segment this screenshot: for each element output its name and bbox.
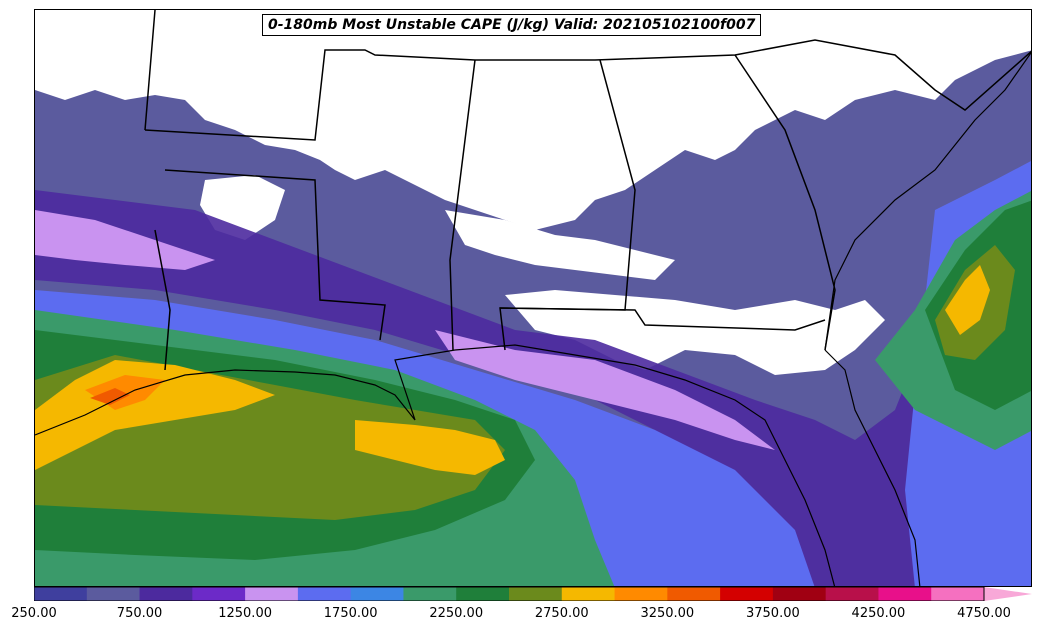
colorbar-segment bbox=[403, 587, 457, 601]
cape-map bbox=[35, 10, 1031, 586]
colorbar-tick-label: 750.00 bbox=[116, 606, 163, 621]
colorbar-segment bbox=[561, 587, 616, 601]
state-borders bbox=[144, 10, 1031, 371]
colorbar-segment bbox=[720, 587, 774, 601]
colorbar-segment bbox=[509, 587, 563, 601]
colorbar-segment bbox=[931, 587, 985, 601]
border-line-1 bbox=[144, 10, 156, 131]
colorbar-tick-label: 4250.00 bbox=[851, 606, 906, 621]
colorbar-outline bbox=[34, 587, 985, 601]
border-line-6 bbox=[734, 54, 836, 351]
cape-core-yellow-east bbox=[945, 265, 990, 335]
map-panel bbox=[34, 9, 1032, 587]
cape-core-yellow-central bbox=[355, 420, 505, 475]
border-line-7 bbox=[499, 307, 826, 331]
coastline-florida-east bbox=[824, 349, 921, 586]
colorbar-tick-label: 3250.00 bbox=[640, 606, 695, 621]
colorbar-tick-label: 1250.00 bbox=[218, 606, 272, 621]
colorbar-tick-label: 250.00 bbox=[11, 606, 57, 621]
colorbar-segment bbox=[192, 587, 246, 601]
colorbar-tick-label: 1750.00 bbox=[323, 606, 378, 621]
colorbar-segment bbox=[350, 587, 404, 601]
map-title: 0-180mb Most Unstable CAPE (J/kg) Valid:… bbox=[262, 14, 762, 36]
coastline-gulf bbox=[35, 344, 836, 586]
cape-core-redorange-west bbox=[90, 388, 130, 405]
colorbar-segment bbox=[614, 587, 668, 601]
unshaded-region-north bbox=[35, 10, 1031, 230]
colorbar-extension bbox=[984, 587, 1032, 601]
colorbar bbox=[34, 587, 1032, 601]
cape-band-lilac-2 bbox=[435, 330, 775, 450]
unshaded-patch-ms bbox=[445, 210, 675, 280]
colorbar-segment bbox=[456, 587, 510, 601]
colorbar-segment bbox=[245, 587, 299, 601]
border-line-4 bbox=[449, 59, 476, 351]
border-line-8 bbox=[154, 229, 171, 371]
cape-band-lilac bbox=[35, 210, 215, 270]
border-line-2 bbox=[144, 39, 1031, 141]
colorbar-segment bbox=[878, 587, 932, 601]
colorbar-segment bbox=[86, 587, 141, 601]
coastline bbox=[35, 51, 1031, 586]
colorbar-tick-label: 2750.00 bbox=[534, 606, 589, 621]
colorbar-tick-label: 4750.00 bbox=[957, 606, 1011, 621]
colorbar-segment bbox=[34, 587, 88, 601]
colorbar-tick-label: 2250.00 bbox=[429, 606, 484, 621]
colorbar-tick-label: 3750.00 bbox=[745, 606, 800, 621]
unshaded-patch-se bbox=[505, 290, 885, 375]
coastline-atlantic bbox=[824, 51, 1031, 351]
colorbar-segment bbox=[297, 587, 352, 601]
border-line-3 bbox=[164, 169, 386, 341]
colorbar-segment bbox=[772, 587, 827, 601]
colorbar-segment bbox=[825, 587, 879, 601]
colorbar-segment bbox=[667, 587, 721, 601]
colorbar-segment bbox=[139, 587, 193, 601]
